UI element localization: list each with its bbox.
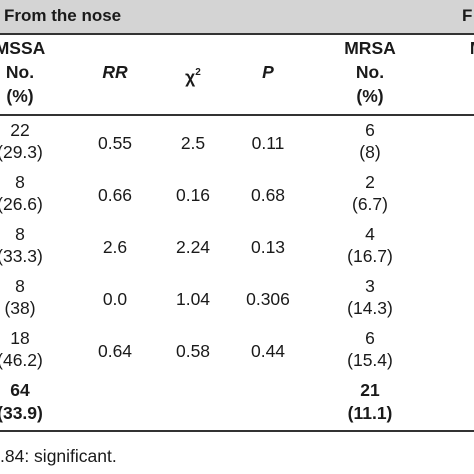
body-rule bbox=[0, 114, 474, 116]
mssa-percent: (33.3) bbox=[0, 246, 43, 266]
rr-header: RR bbox=[102, 62, 128, 82]
mssa-percent: (38) bbox=[4, 298, 36, 318]
header-rule bbox=[0, 33, 474, 35]
rr-value: 0.55 bbox=[97, 133, 133, 153]
chi-header-superscript: 2 bbox=[195, 67, 201, 78]
mrsa-count: 4 bbox=[365, 224, 375, 244]
mrsa-header-3: (%) bbox=[356, 86, 384, 106]
mssa-header-1: MSSA bbox=[0, 38, 46, 58]
mssa-header-3: (%) bbox=[6, 86, 34, 106]
chi-value: 0.16 bbox=[175, 185, 211, 205]
mssa-header-2: No. bbox=[5, 62, 35, 82]
total-mrsa-count: 21 bbox=[360, 380, 380, 400]
mssa2-header-2: N bbox=[448, 60, 474, 85]
mrsa-header-2: No. bbox=[355, 62, 385, 82]
mssa-percent: (29.3) bbox=[0, 142, 43, 162]
mssa2-percent: (2 bbox=[448, 192, 474, 217]
mrsa-percent: (15.4) bbox=[347, 350, 393, 370]
mssa-count: 18 bbox=[10, 328, 30, 348]
mrsa-percent: (16.7) bbox=[347, 246, 393, 266]
mssa2-header-1: MS bbox=[448, 36, 474, 61]
p-value: 0.306 bbox=[246, 289, 290, 309]
p-value: 0.11 bbox=[251, 133, 285, 153]
rr-value: 0.64 bbox=[97, 341, 133, 361]
table-bottom-rule bbox=[0, 430, 474, 432]
mssa2-percent: (3 bbox=[448, 296, 474, 321]
group-title-nose: From the nose bbox=[4, 6, 122, 25]
mrsa-count: 3 bbox=[365, 276, 375, 296]
mssa-count: 22 bbox=[10, 120, 30, 140]
total-mssa2-percent: (3 bbox=[448, 401, 474, 426]
chi-value: 2.24 bbox=[175, 237, 211, 257]
total-mssa-count: 64 bbox=[10, 380, 30, 400]
chi-value: 1.04 bbox=[175, 289, 211, 309]
p-value: 0.68 bbox=[250, 185, 286, 205]
rr-value: 2.6 bbox=[102, 237, 128, 257]
mssa2-percent: (4 bbox=[448, 244, 474, 269]
mrsa-percent: (14.3) bbox=[347, 298, 393, 318]
p-value: 0.44 bbox=[250, 341, 286, 361]
column-group-header bbox=[0, 0, 474, 33]
mssa2-percent: (3 bbox=[448, 140, 474, 165]
mssa-count: 8 bbox=[15, 224, 25, 244]
mrsa-count: 2 bbox=[365, 172, 375, 192]
footnote: .84: significant. bbox=[0, 446, 117, 466]
rr-value: 0.0 bbox=[102, 289, 128, 309]
chi-square-header: χ2 bbox=[168, 60, 218, 90]
group-title-right-partial: F bbox=[462, 6, 473, 25]
mssa-count: 8 bbox=[15, 276, 25, 296]
mrsa-percent: (6.7) bbox=[352, 194, 388, 214]
mssa-percent: (46.2) bbox=[0, 350, 43, 370]
p-header: P bbox=[262, 62, 274, 82]
mssa-count: 8 bbox=[15, 172, 25, 192]
rr-value: 0.66 bbox=[97, 185, 133, 205]
chi-value: 0.58 bbox=[175, 341, 211, 361]
chi-value: 2.5 bbox=[180, 133, 206, 153]
p-value: 0.13 bbox=[250, 237, 286, 257]
mssa2-percent: (2 bbox=[448, 348, 474, 373]
mrsa-percent: (8) bbox=[359, 142, 381, 162]
chi-header-symbol: χ bbox=[185, 67, 196, 87]
mssa-percent: (26.6) bbox=[0, 194, 43, 214]
total-mssa-percent: (33.9) bbox=[0, 403, 43, 423]
mrsa-count: 6 bbox=[365, 328, 375, 348]
mrsa-header-1: MRSA bbox=[344, 38, 396, 58]
total-mrsa-percent: (11.1) bbox=[347, 403, 393, 423]
mrsa-count: 6 bbox=[365, 120, 375, 140]
mssa2-header-3: ( bbox=[448, 84, 474, 109]
